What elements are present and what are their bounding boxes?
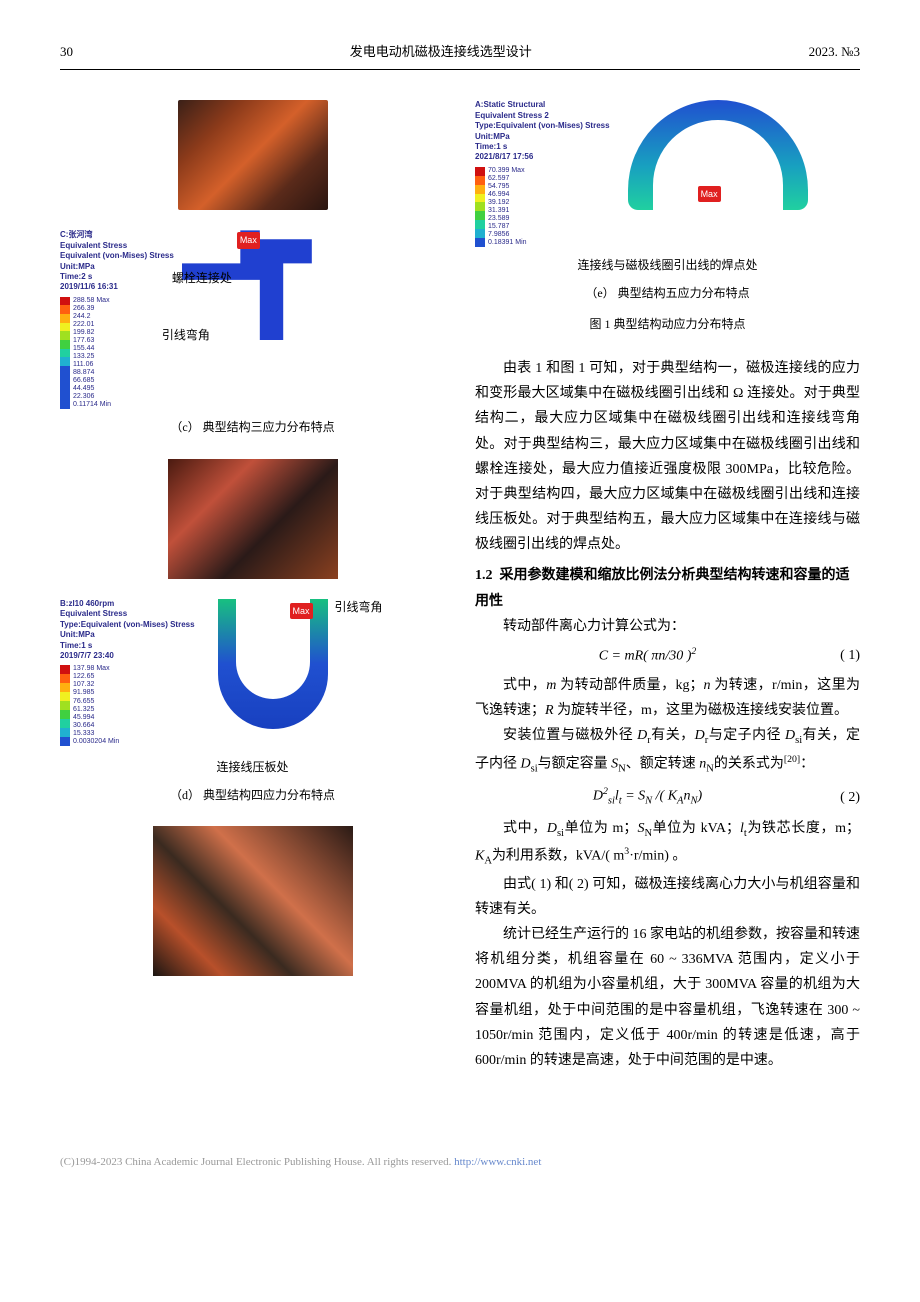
fig-d-legend-vals: 137.98 Max122.65107.3291.98576.65561.325… <box>73 665 119 745</box>
p-centrifugal-intro: 转动部件离心力计算公式为： <box>475 614 860 639</box>
annot-bend-d: 引线弯角 <box>335 597 383 619</box>
cnki-link[interactable]: http://www.cnki.net <box>454 1156 541 1168</box>
fig-e-legend-bar <box>475 167 485 247</box>
left-column: C:张河湾 Equivalent Stress Equivalent (von-… <box>60 100 445 1073</box>
fig-c-sim: C:张河湾 Equivalent Stress Equivalent (von-… <box>60 230 445 439</box>
fig-bottom-photo <box>60 826 445 976</box>
p-statistics: 统计已经生产运行的 16 家电站的机组参数，按容量和转速将机组分类，机组容量在 … <box>475 922 860 1073</box>
fig-d-caption: （d） 典型结构四应力分布特点 <box>60 785 445 807</box>
paper-title: 发电电动机磁极连接线选型设计 <box>350 40 532 63</box>
page-header: 30 发电电动机磁极连接线选型设计 2023. №3 <box>60 40 860 70</box>
fig-d-shape: Max 引线弯角 <box>203 599 343 749</box>
issue: 2023. №3 <box>809 40 860 63</box>
fig-c-legend-bar <box>60 297 70 410</box>
content-columns: C:张河湾 Equivalent Stress Equivalent (von-… <box>60 100 860 1073</box>
fig-d-sim: B:zl10 460rpm Equivalent Stress Type:Equ… <box>60 599 445 806</box>
max-tag: Max <box>698 186 721 202</box>
p-conclusion: 由式( 1) 和( 2) 可知，磁极连接线离心力大小与机组容量和转速有关。 <box>475 872 860 922</box>
fig-e-legend-vals: 70.399 Max62.59754.79546.99439.19231.391… <box>488 167 527 247</box>
fig-d-photo <box>60 459 445 579</box>
paragraph-analysis: 由表 1 和图 1 可知，对于典型结构一，磁极连接线的应力和变形最大区域集中在磁… <box>475 356 860 558</box>
page-number: 30 <box>60 40 73 63</box>
p-install-relation: 安装位置与磁极外径 Dr有关，Dr与定子内径 Dsi有关，定子内径 Dsi与额定… <box>475 723 860 779</box>
max-tag: Max <box>237 232 260 248</box>
equation-1: C = mR( πn/30 )2 ( 1) <box>475 643 860 669</box>
fig-c-photo <box>60 100 445 210</box>
fig-c-shape: Max 螺栓连接处 引线弯角 <box>182 230 322 350</box>
figure-1-title: 图 1 典型结构动应力分布特点 <box>475 314 860 336</box>
fig-e-shape: Max <box>618 100 818 220</box>
right-column: A:Static Structural Equivalent Stress 2 … <box>475 100 860 1073</box>
fig-e-meta: A:Static Structural Equivalent Stress 2 … <box>475 100 610 162</box>
photo-d <box>168 459 338 579</box>
fig-c-meta: C:张河湾 Equivalent Stress Equivalent (von-… <box>60 230 174 292</box>
fig-c-legend-vals: 288.58 Max266.39244.2222.01199.82177.631… <box>73 297 111 410</box>
fig-e-caption: （e） 典型结构五应力分布特点 <box>475 283 860 305</box>
annot-bolt: 螺栓连接处 <box>172 268 232 290</box>
p-eq1-explain: 式中，m 为转动部件质量，kg；n 为转速，r/min，这里为飞逸转速；R 为旋… <box>475 673 860 723</box>
section-1-2-head: 1.2 采用参数建模和缩放比例法分析典型结构转速和容量的适用性 <box>475 563 860 613</box>
fig-c-caption: （c） 典型结构三应力分布特点 <box>60 417 445 439</box>
annot-plate: 连接线压板处 <box>60 757 445 779</box>
photo-bottom <box>153 826 353 976</box>
annot-weld: 连接线与磁极线圈引出线的焊点处 <box>475 255 860 277</box>
fig-d-meta: B:zl10 460rpm Equivalent Stress Type:Equ… <box>60 599 195 661</box>
annot-bend: 引线弯角 <box>162 325 210 347</box>
page-footer: (C)1994-2023 China Academic Journal Elec… <box>60 1153 860 1173</box>
equation-2: D2silt = SN /( KAnN) ( 2) <box>475 783 860 811</box>
fig-e-sim: A:Static Structural Equivalent Stress 2 … <box>475 100 860 336</box>
p-eq2-explain: 式中，Dsi单位为 m；SN单位为 kVA；lt为铁芯长度，m；KA为利用系数，… <box>475 816 860 872</box>
max-tag: Max <box>290 603 313 619</box>
photo-c <box>178 100 328 210</box>
fig-d-legend-bar <box>60 665 70 745</box>
